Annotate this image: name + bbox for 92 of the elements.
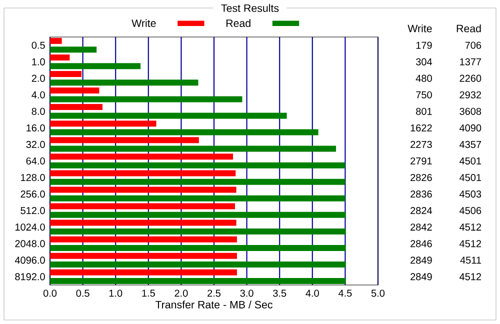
bar <box>50 104 102 110</box>
x-tick-label: 3.5 <box>273 290 286 297</box>
text: 4090 <box>460 124 482 132</box>
bar <box>50 146 336 152</box>
bar <box>50 88 100 94</box>
bar <box>50 54 70 60</box>
y-tick-label: 64.0 <box>26 157 45 165</box>
text: Read <box>456 24 481 32</box>
bar <box>50 63 141 70</box>
bar <box>50 220 236 226</box>
y-tick-label: 1024.0 <box>15 224 45 231</box>
legend-label: Read <box>226 19 250 28</box>
chart-title: Test Results <box>221 4 279 12</box>
text: 304 <box>416 58 432 66</box>
text: 2826 <box>410 174 432 182</box>
y-tick-label: 2048.0 <box>15 240 45 248</box>
text: 4501 <box>460 174 482 182</box>
text: 4357 <box>460 140 482 148</box>
bar <box>50 252 237 259</box>
text: 4501 <box>460 157 482 165</box>
bar <box>50 137 199 144</box>
y-tick-label: 32.0 <box>26 140 45 148</box>
bar <box>50 120 156 127</box>
text: 2842 <box>410 224 432 231</box>
text: 2824 <box>410 207 432 214</box>
x-tick-label: 0.0 <box>43 290 57 297</box>
text: 4512 <box>460 224 482 231</box>
x-tick-label: 3.0 <box>240 290 254 297</box>
bar <box>50 70 82 77</box>
bar <box>50 203 235 210</box>
text: 2849 <box>410 273 432 280</box>
text: 2836 <box>410 190 432 198</box>
x-tick-label: 1.5 <box>142 290 155 297</box>
text: 706 <box>465 42 482 49</box>
bar <box>50 112 287 119</box>
x-tick-label: 4.5 <box>338 290 352 297</box>
text: 1377 <box>460 58 482 66</box>
text: 4506 <box>460 207 482 214</box>
x-axis-title: Transfer Rate - MB / Sec <box>155 300 272 308</box>
bar <box>50 228 346 234</box>
y-tick-label: 4.0 <box>32 91 45 98</box>
text: 750 <box>416 91 432 98</box>
text: 1622 <box>410 124 432 132</box>
bar <box>50 186 236 193</box>
legend-label: Write <box>132 19 156 28</box>
y-tick-label: 1.0 <box>32 58 45 66</box>
x-tick-label: 2.5 <box>208 290 221 297</box>
bar <box>50 154 234 160</box>
y-tick-label: 4096.0 <box>14 256 45 264</box>
x-tick-label: 4.0 <box>306 290 319 297</box>
text: 4512 <box>460 240 482 248</box>
text: 2932 <box>460 91 482 98</box>
y-tick-label: 2.0 <box>32 74 45 82</box>
bar <box>50 195 346 202</box>
bar <box>50 278 346 284</box>
y-tick-label: 8.0 <box>32 108 45 115</box>
text: 4512 <box>460 273 482 280</box>
text: 2273 <box>410 140 432 148</box>
x-tick-label: 5.0 <box>371 290 385 297</box>
y-tick-label: 512.0 <box>20 207 45 214</box>
bar <box>50 244 346 251</box>
x-tick-label: 0.5 <box>76 290 90 297</box>
text: 179 <box>416 42 432 49</box>
bar <box>50 170 236 176</box>
y-tick-label: 16.0 <box>26 124 45 132</box>
bar <box>50 262 346 268</box>
bar <box>50 46 97 53</box>
y-tick-label: 128.0 <box>21 174 45 182</box>
text: 2791 <box>410 157 432 165</box>
text: 3608 <box>460 108 482 115</box>
text: 480 <box>416 74 432 82</box>
bar <box>50 129 318 136</box>
bar <box>50 96 242 102</box>
bar <box>50 80 198 86</box>
text: 4503 <box>460 190 482 198</box>
text: 801 <box>416 108 432 115</box>
bar <box>50 236 237 242</box>
text: Write <box>408 24 432 32</box>
text: 2260 <box>460 74 482 82</box>
text: 2849 <box>410 256 432 264</box>
bar <box>50 162 346 168</box>
text: 2846 <box>410 240 432 248</box>
bar <box>50 269 237 276</box>
bar <box>50 178 346 185</box>
bar <box>50 38 62 44</box>
y-tick-label: 0.5 <box>32 42 45 49</box>
y-tick-label: 8192.0 <box>15 273 45 280</box>
y-tick-label: 256.0 <box>20 190 45 198</box>
text: 4511 <box>460 256 482 264</box>
x-tick-label: 2.0 <box>174 290 188 297</box>
x-tick-label: 1.0 <box>109 290 122 297</box>
bar <box>50 212 346 218</box>
